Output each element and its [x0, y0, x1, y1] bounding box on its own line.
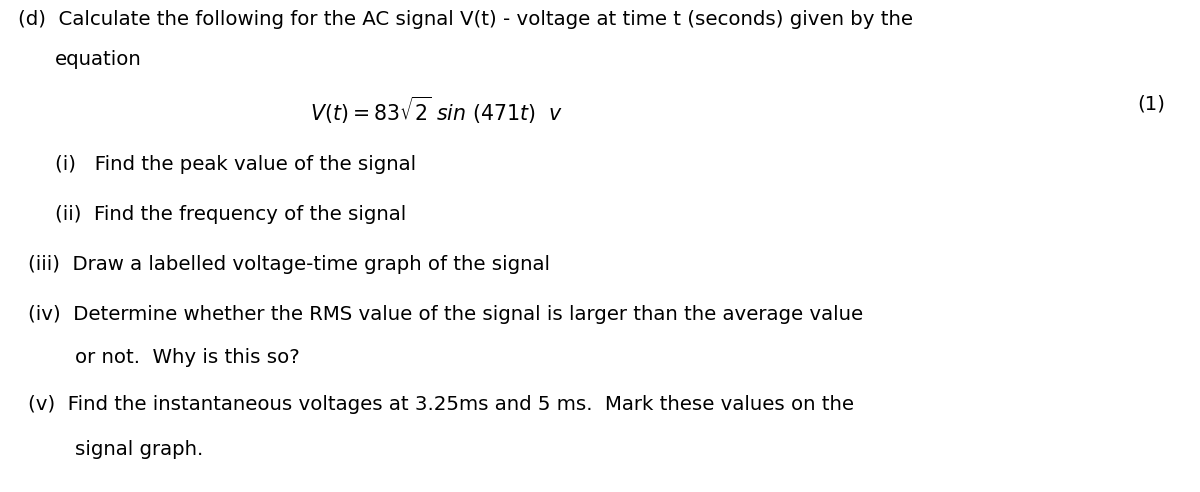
Text: (iv)  Determine whether the RMS value of the signal is larger than the average v: (iv) Determine whether the RMS value of …: [28, 305, 863, 324]
Text: (ii)  Find the frequency of the signal: (ii) Find the frequency of the signal: [55, 205, 407, 224]
Text: signal graph.: signal graph.: [74, 440, 203, 459]
Text: (1): (1): [1138, 95, 1165, 114]
Text: $\mathit{V}(\mathit{t}) = 83\sqrt{2}\ \mathit{sin}\ (471\mathit{t})\ \ \mathit{v: $\mathit{V}(\mathit{t}) = 83\sqrt{2}\ \m…: [310, 95, 563, 126]
Text: or not.  Why is this so?: or not. Why is this so?: [74, 348, 300, 367]
Text: (d)  Calculate the following for the AC signal V(t) - voltage at time t (seconds: (d) Calculate the following for the AC s…: [18, 10, 913, 29]
Text: (iii)  Draw a labelled voltage-time graph of the signal: (iii) Draw a labelled voltage-time graph…: [28, 255, 550, 274]
Text: (v)  Find the instantaneous voltages at 3.25ms and 5 ms.  Mark these values on t: (v) Find the instantaneous voltages at 3…: [28, 395, 854, 414]
Text: (i)   Find the peak value of the signal: (i) Find the peak value of the signal: [55, 155, 416, 174]
Text: equation: equation: [55, 50, 142, 69]
